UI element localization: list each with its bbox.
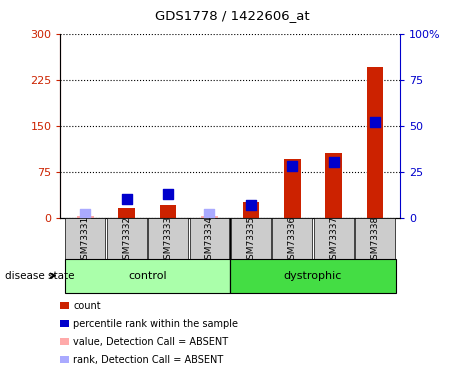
Text: GSM73338: GSM73338 — [371, 215, 379, 265]
Text: disease state: disease state — [5, 271, 74, 280]
Bar — [65, 259, 230, 292]
Point — [330, 159, 338, 165]
Text: GDS1778 / 1422606_at: GDS1778 / 1422606_at — [155, 9, 310, 22]
Bar — [201, 216, 218, 217]
Point — [372, 119, 379, 125]
Bar — [367, 68, 383, 218]
Text: control: control — [128, 271, 166, 280]
Text: GSM73335: GSM73335 — [246, 215, 255, 265]
Bar — [148, 217, 188, 262]
Bar — [355, 217, 395, 262]
Text: count: count — [73, 301, 101, 310]
Bar — [190, 217, 229, 262]
Point — [289, 163, 296, 169]
Bar — [230, 259, 396, 292]
Bar — [77, 216, 93, 217]
Text: rank, Detection Call = ABSENT: rank, Detection Call = ABSENT — [73, 355, 224, 364]
Text: percentile rank within the sample: percentile rank within the sample — [73, 319, 239, 328]
Text: GSM73334: GSM73334 — [205, 215, 214, 265]
Bar — [160, 205, 176, 218]
Bar — [243, 202, 259, 217]
Text: dystrophic: dystrophic — [284, 271, 342, 280]
Point — [123, 196, 130, 202]
Point — [81, 211, 89, 217]
Text: GSM73333: GSM73333 — [164, 215, 173, 265]
Bar — [66, 217, 105, 262]
Point — [247, 202, 255, 208]
Text: GSM73337: GSM73337 — [329, 215, 338, 265]
Bar — [314, 217, 353, 262]
Point — [164, 190, 172, 196]
Text: value, Detection Call = ABSENT: value, Detection Call = ABSENT — [73, 337, 229, 346]
Text: GSM73336: GSM73336 — [288, 215, 297, 265]
Bar — [284, 159, 300, 218]
Bar — [272, 217, 312, 262]
Point — [206, 211, 213, 217]
Bar — [119, 209, 135, 218]
Text: GSM73331: GSM73331 — [81, 215, 90, 265]
Bar — [231, 217, 271, 262]
Bar — [107, 217, 146, 262]
Bar — [326, 153, 342, 218]
Text: GSM73332: GSM73332 — [122, 215, 131, 265]
